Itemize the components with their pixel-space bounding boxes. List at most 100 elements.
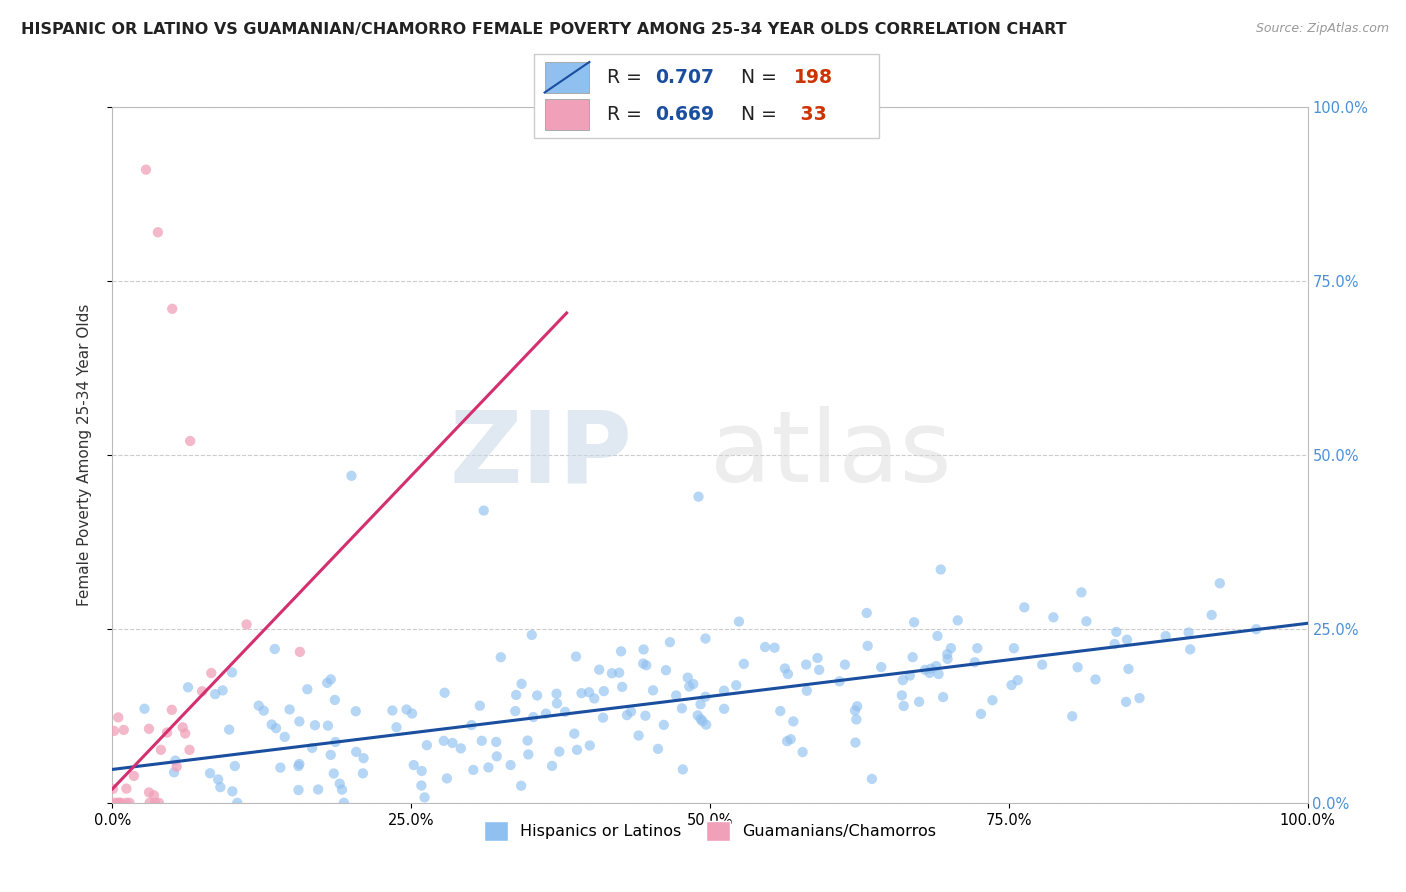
- Point: [627, 729, 650, 743]
- Point: [115, 781, 138, 796]
- Point: [546, 697, 568, 711]
- Text: Source: ZipAtlas.com: Source: ZipAtlas.com: [1256, 22, 1389, 36]
- Point: [352, 766, 374, 780]
- Point: [891, 673, 914, 687]
- Point: [578, 739, 600, 753]
- Point: [634, 708, 657, 723]
- Point: [460, 718, 482, 732]
- Point: [682, 677, 704, 691]
- Point: [844, 735, 866, 749]
- Point: [316, 718, 339, 732]
- Point: [522, 710, 544, 724]
- Point: [165, 754, 187, 768]
- Point: [1116, 632, 1139, 647]
- Point: [856, 639, 879, 653]
- Point: [269, 761, 291, 775]
- Point: [844, 704, 866, 718]
- Point: [353, 751, 375, 765]
- Point: [172, 720, 194, 734]
- Point: [541, 759, 564, 773]
- Point: [198, 766, 221, 780]
- Point: [548, 745, 571, 759]
- Point: [433, 734, 456, 748]
- Point: [304, 718, 326, 732]
- Point: [235, 617, 257, 632]
- Point: [301, 740, 323, 755]
- Point: [631, 657, 654, 671]
- Point: [769, 704, 792, 718]
- Point: [200, 666, 222, 681]
- Point: [773, 661, 796, 675]
- Point: [174, 726, 197, 740]
- Point: [101, 781, 124, 796]
- Point: [1070, 585, 1092, 599]
- Point: [520, 628, 543, 642]
- Point: [901, 650, 924, 665]
- Point: [103, 796, 125, 810]
- Point: [565, 649, 588, 664]
- Point: [191, 684, 214, 698]
- Point: [204, 687, 226, 701]
- Point: [450, 741, 472, 756]
- Point: [932, 690, 955, 705]
- Point: [870, 660, 893, 674]
- Point: [672, 763, 695, 777]
- Point: [733, 657, 755, 671]
- Point: [918, 665, 941, 680]
- Point: [695, 632, 717, 646]
- Text: R =: R =: [606, 105, 641, 124]
- Point: [1084, 673, 1107, 687]
- Point: [612, 680, 634, 694]
- Point: [652, 718, 675, 732]
- Point: [221, 665, 243, 680]
- Point: [583, 691, 606, 706]
- Point: [166, 759, 188, 773]
- Point: [209, 780, 232, 794]
- Point: [156, 725, 179, 739]
- Point: [695, 717, 717, 731]
- Point: [927, 629, 949, 643]
- Point: [402, 758, 425, 772]
- Point: [1007, 673, 1029, 688]
- Point: [441, 736, 464, 750]
- Point: [264, 721, 287, 735]
- Point: [616, 708, 638, 723]
- Point: [676, 671, 699, 685]
- Point: [903, 615, 925, 630]
- Point: [463, 763, 485, 777]
- Point: [592, 711, 614, 725]
- Point: [107, 796, 129, 810]
- Text: N =: N =: [741, 68, 778, 87]
- Point: [678, 680, 700, 694]
- FancyBboxPatch shape: [544, 99, 589, 130]
- Point: [135, 162, 157, 177]
- Point: [148, 796, 170, 810]
- Point: [828, 674, 851, 689]
- Point: [1066, 660, 1088, 674]
- Point: [939, 641, 962, 656]
- Point: [908, 695, 931, 709]
- Legend: Hispanics or Latinos, Guamanians/Chamorros: Hispanics or Latinos, Guamanians/Chamorr…: [477, 814, 943, 847]
- Point: [143, 789, 166, 803]
- Point: [860, 772, 883, 786]
- Point: [340, 468, 363, 483]
- Point: [316, 676, 339, 690]
- Point: [505, 704, 527, 718]
- Point: [103, 723, 125, 738]
- Point: [411, 764, 433, 778]
- Point: [914, 663, 936, 677]
- Point: [118, 796, 141, 810]
- Point: [395, 702, 418, 716]
- Point: [1201, 607, 1223, 622]
- Point: [1002, 641, 1025, 656]
- Point: [792, 745, 814, 759]
- Point: [808, 663, 831, 677]
- Point: [890, 689, 912, 703]
- Point: [665, 689, 688, 703]
- Point: [655, 663, 678, 677]
- Point: [725, 678, 748, 692]
- Point: [218, 723, 240, 737]
- Point: [287, 759, 309, 773]
- Point: [134, 702, 156, 716]
- Point: [686, 708, 709, 723]
